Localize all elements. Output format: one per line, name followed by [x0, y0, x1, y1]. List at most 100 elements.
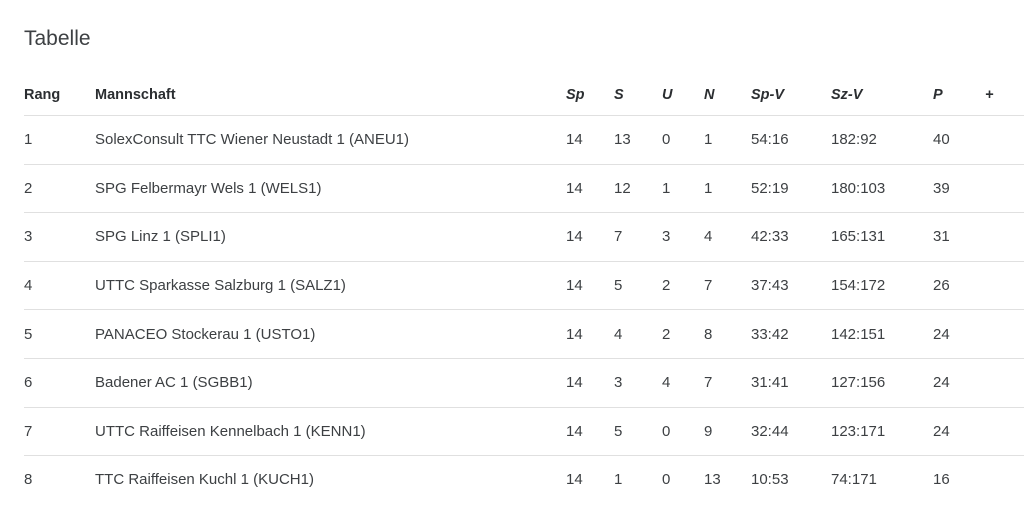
u-cell: 3: [662, 212, 704, 262]
sz-v-cell: 142:151: [831, 309, 933, 359]
sp-v-cell: 42:33: [751, 212, 831, 262]
sz-v-cell: 127:156: [831, 358, 933, 408]
sp-cell: 14: [566, 309, 614, 359]
p-cell: 26: [933, 261, 985, 311]
sp-v-cell: 32:44: [751, 407, 831, 457]
u-cell: 0: [662, 115, 704, 165]
n-cell: 1: [704, 115, 751, 165]
s-cell: 4: [614, 309, 662, 359]
n-cell: 7: [704, 261, 751, 311]
sp-cell: 14: [566, 261, 614, 311]
column-header-p: P: [933, 75, 985, 116]
plus-cell: [985, 164, 1024, 214]
team-cell: TTC Raiffeisen Kuchl 1 (KUCH1): [95, 471, 314, 489]
p-cell: 24: [933, 407, 985, 457]
rank-cell: 1: [24, 115, 95, 165]
team-cell: Badener AC 1 (SGBB1): [95, 358, 566, 408]
rank-cell: 5: [24, 309, 95, 359]
rank-cell: 3: [24, 212, 95, 262]
plus-cell: [985, 309, 1024, 359]
s-cell: 13: [614, 115, 662, 165]
plus-cell: [985, 358, 1024, 408]
column-header-plus: +: [985, 75, 1024, 116]
team-cell: SPG Felbermayr Wels 1 (WELS1): [95, 164, 566, 214]
u-cell: 2: [662, 261, 704, 311]
n-cell: 4: [704, 212, 751, 262]
sp-v-cell: 31:41: [751, 358, 831, 408]
table-row: 2 SPG Felbermayr Wels 1 (WELS1) 14 12 1 …: [24, 164, 1024, 214]
u-cell: 2: [662, 309, 704, 359]
table-row: 7 UTTC Raiffeisen Kennelbach 1 (KENN1) 1…: [24, 407, 1024, 457]
rank-cell: 2: [24, 164, 95, 214]
n-cell: 8: [704, 309, 751, 359]
rank-cell: 7: [24, 407, 95, 457]
n-cell: 9: [704, 407, 751, 457]
u-cell: 0: [662, 471, 671, 489]
table-row: 8 TTC Raiffeisen Kuchl 1 (KUCH1) 14 1 0 …: [24, 456, 1024, 504]
sp-cell: 14: [566, 212, 614, 262]
table-row: 1 SolexConsult TTC Wiener Neustadt 1 (AN…: [24, 115, 1024, 165]
table-row: 5 PANACEO Stockerau 1 (USTO1) 14 4 2 8 3…: [24, 309, 1024, 359]
team-cell: UTTC Raiffeisen Kennelbach 1 (KENN1): [95, 407, 566, 457]
rank-cell: 4: [24, 261, 95, 311]
sp-v-cell: 10:53: [751, 471, 789, 489]
plus-cell: [985, 115, 1024, 165]
sp-v-cell: 52:19: [751, 164, 831, 214]
column-header-sp: Sp: [566, 75, 614, 116]
team-cell: PANACEO Stockerau 1 (USTO1): [95, 309, 566, 359]
u-cell: 1: [662, 164, 704, 214]
table-row: 4 UTTC Sparkasse Salzburg 1 (SALZ1) 14 5…: [24, 261, 1024, 311]
p-cell: 39: [933, 164, 985, 214]
u-cell: 4: [662, 358, 704, 408]
s-cell: 5: [614, 407, 662, 457]
column-header-n: N: [704, 75, 751, 116]
plus-cell: [985, 212, 1024, 262]
s-cell: 1: [614, 471, 623, 489]
plus-cell: [985, 261, 1024, 311]
table-row: 3 SPG Linz 1 (SPLI1) 14 7 3 4 42:33 165:…: [24, 212, 1024, 262]
sp-v-cell: 54:16: [751, 115, 831, 165]
sz-v-cell: 180:103: [831, 164, 933, 214]
column-header-sp-v: Sp-V: [751, 75, 831, 116]
sp-cell: 14: [566, 164, 614, 214]
n-cell: 7: [704, 358, 751, 408]
sp-v-cell: 33:42: [751, 309, 831, 359]
p-cell: 24: [933, 358, 985, 408]
sp-cell: 14: [566, 471, 583, 489]
sz-v-cell: 74:171: [831, 471, 877, 489]
column-header-s: S: [614, 75, 662, 116]
team-cell: UTTC Sparkasse Salzburg 1 (SALZ1): [95, 261, 566, 311]
sp-v-cell: 37:43: [751, 261, 831, 311]
column-header-mannschaft: Mannschaft: [95, 75, 566, 116]
page-title: Tabelle: [24, 27, 91, 50]
sz-v-cell: 182:92: [831, 115, 933, 165]
s-cell: 5: [614, 261, 662, 311]
plus-cell: [985, 407, 1024, 457]
team-cell: SolexConsult TTC Wiener Neustadt 1 (ANEU…: [95, 115, 566, 165]
n-cell: 13: [704, 471, 721, 489]
s-cell: 7: [614, 212, 662, 262]
sz-v-cell: 165:131: [831, 212, 933, 262]
p-cell: 16: [933, 471, 950, 489]
header-row: Rang Mannschaft Sp S U N Sp-V Sz-V P +: [24, 75, 1024, 116]
p-cell: 24: [933, 309, 985, 359]
u-cell: 0: [662, 407, 704, 457]
p-cell: 31: [933, 212, 985, 262]
s-cell: 3: [614, 358, 662, 408]
n-cell: 1: [704, 164, 751, 214]
sp-cell: 14: [566, 115, 614, 165]
column-header-sz-v: Sz-V: [831, 75, 933, 116]
standings-page: Tabelle Rang Mannschaft Sp S U N Sp-V Sz: [24, 27, 1024, 504]
rank-cell: 6: [24, 358, 95, 408]
standings-table: Rang Mannschaft Sp S U N Sp-V Sz-V P + 1…: [24, 75, 1024, 504]
rank-cell: 8: [24, 471, 33, 489]
s-cell: 12: [614, 164, 662, 214]
p-cell: 40: [933, 115, 985, 165]
sp-cell: 14: [566, 407, 614, 457]
table-row: 6 Badener AC 1 (SGBB1) 14 3 4 7 31:41 12…: [24, 358, 1024, 408]
sp-cell: 14: [566, 358, 614, 408]
sz-v-cell: 123:171: [831, 407, 933, 457]
column-header-rang: Rang: [24, 75, 95, 116]
column-header-u: U: [662, 75, 704, 116]
team-cell: SPG Linz 1 (SPLI1): [95, 212, 566, 262]
